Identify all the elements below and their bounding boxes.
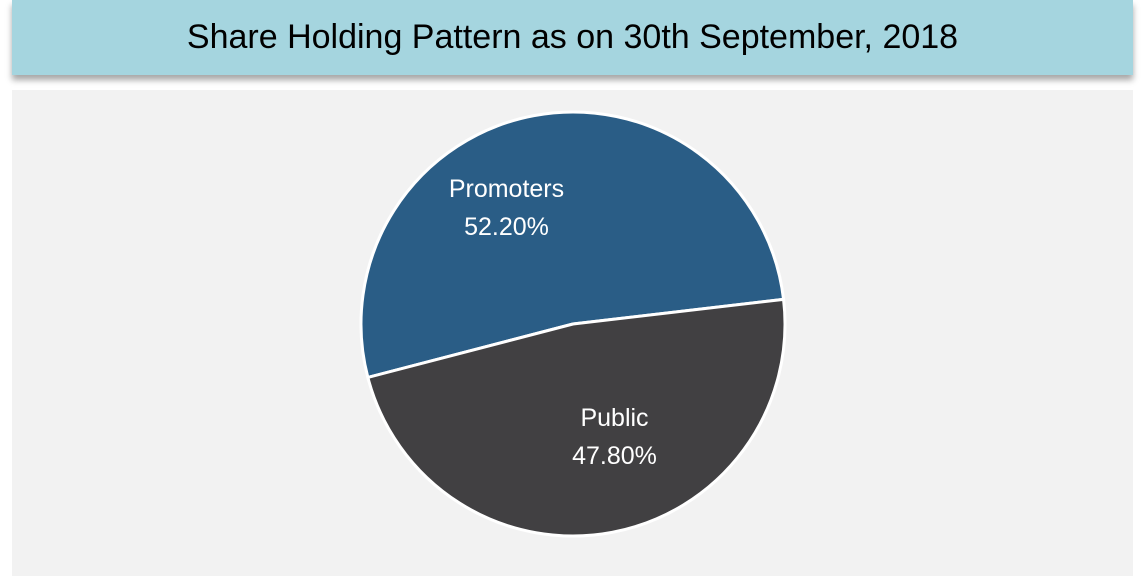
slice-label: Promoters (449, 175, 564, 203)
plot-area: Promoters 52.20% Public 47.80% (12, 90, 1133, 576)
chart-title: Share Holding Pattern as on 30th Septemb… (186, 18, 959, 56)
slice-value-label: 52.20% (464, 213, 549, 241)
chart: Promoters 52.20% Public 47.80% (359, 110, 787, 538)
slice-value-label: 47.80% (572, 442, 657, 470)
slice-label: Public (580, 404, 648, 432)
pie-slice (366, 297, 787, 538)
title-bar: Share Holding Pattern as on 30th Septemb… (12, 0, 1133, 75)
